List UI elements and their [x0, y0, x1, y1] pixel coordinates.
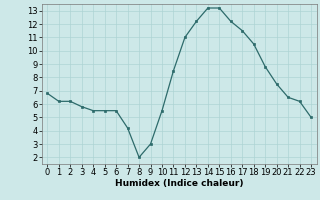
X-axis label: Humidex (Indice chaleur): Humidex (Indice chaleur) [115, 179, 244, 188]
